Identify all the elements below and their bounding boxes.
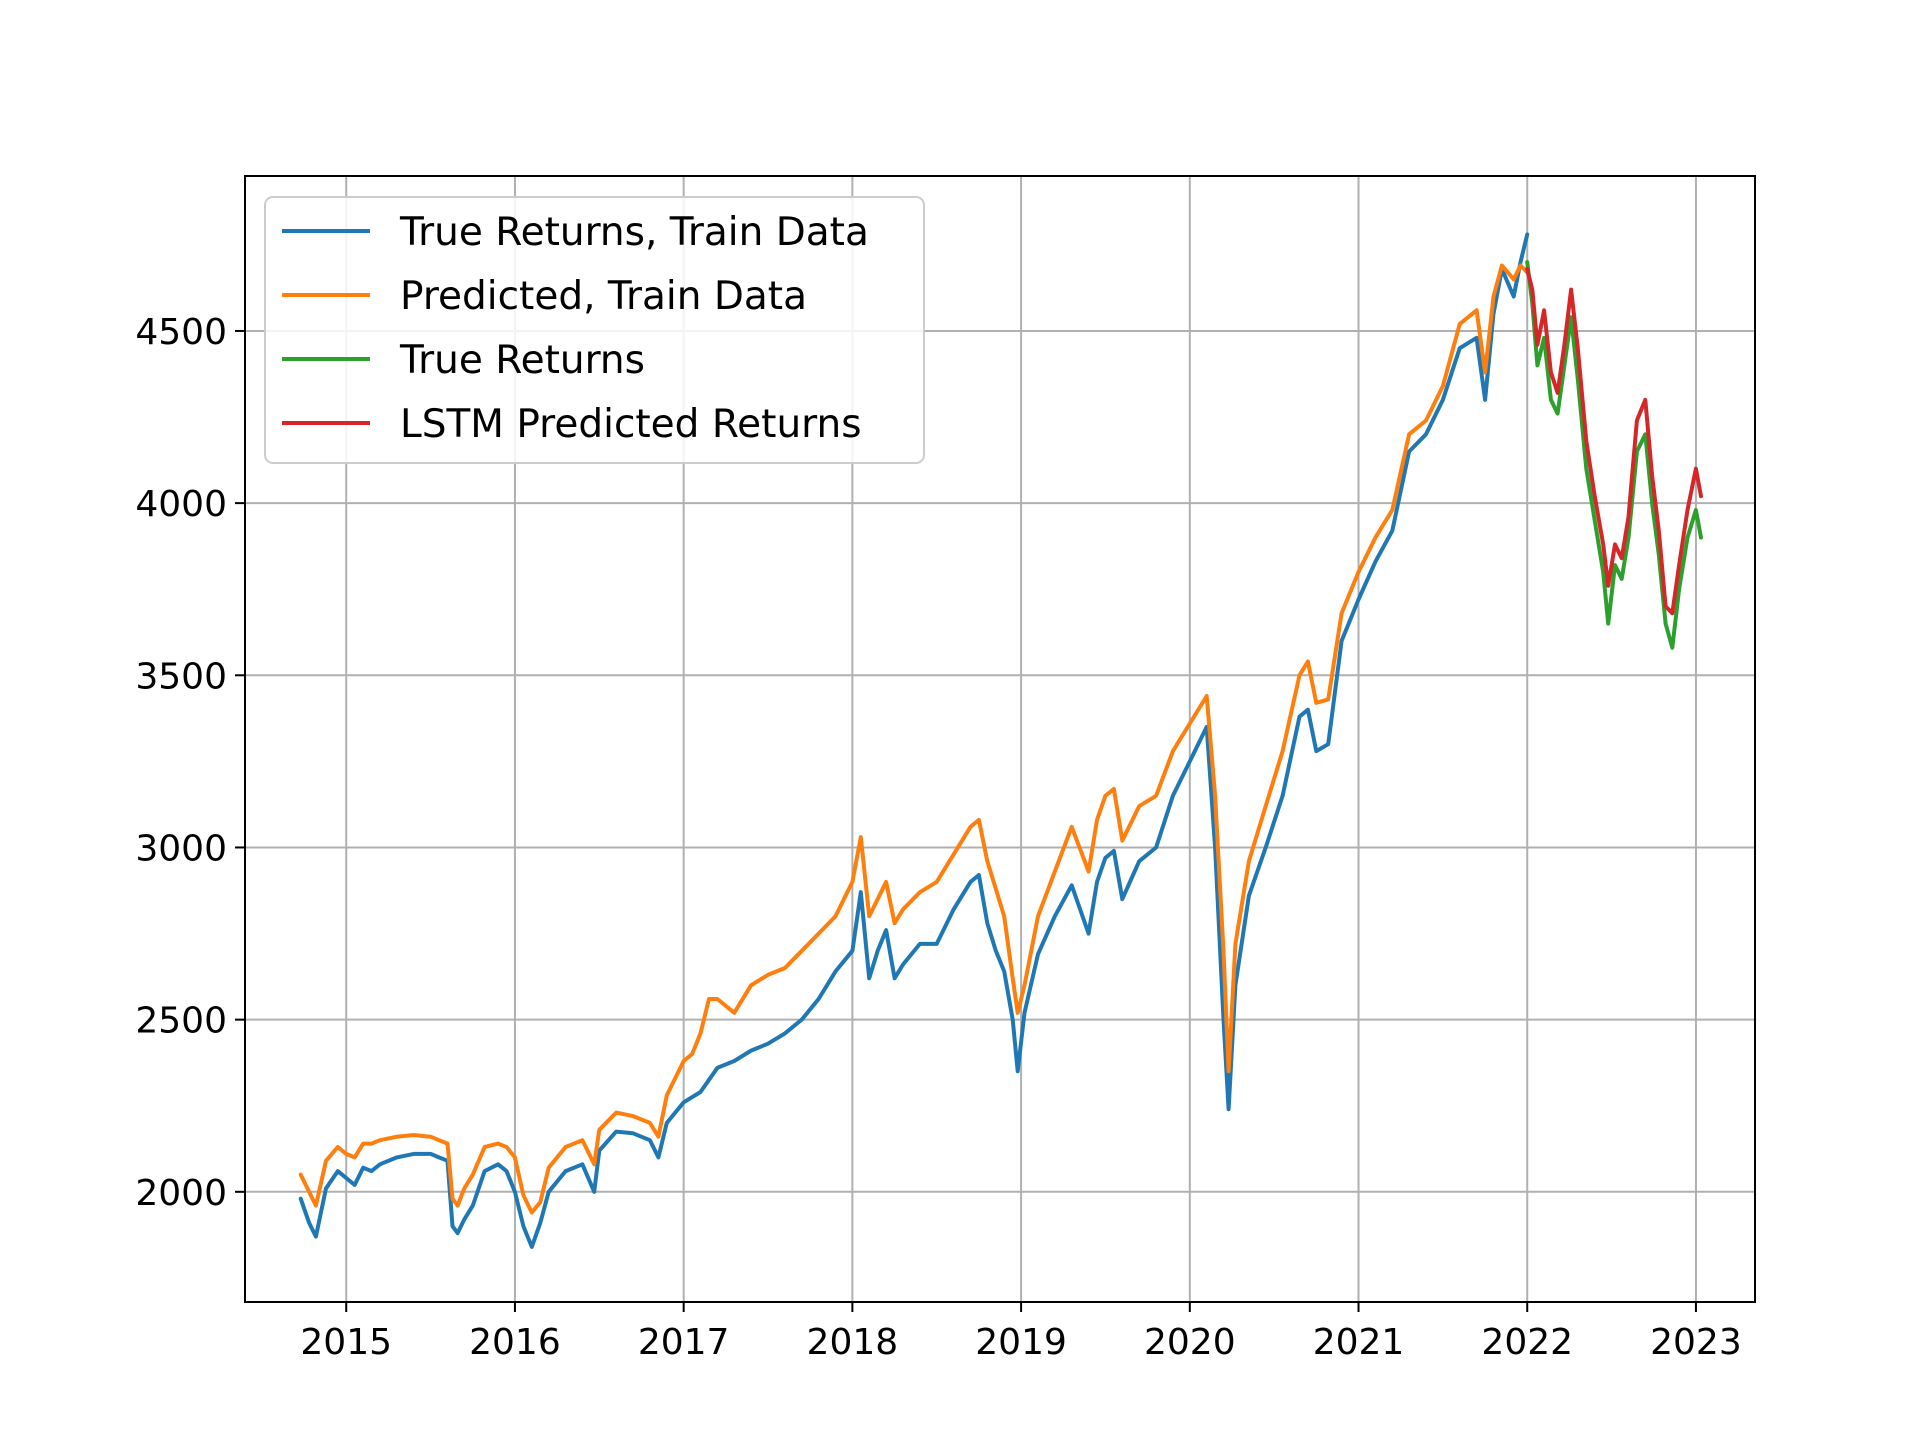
legend-box [264, 196, 925, 464]
series-line-0 [298, 232, 1530, 1249]
series-line-3 [1525, 267, 1703, 616]
y-tick-label: 3500 [135, 656, 227, 697]
x-tick-label: 2023 [1650, 1322, 1742, 1363]
x-tick-label: 2015 [300, 1322, 392, 1363]
plot-frame [244, 175, 1756, 1303]
legend-label-true-returns: True Returns [399, 338, 645, 383]
series-layer [298, 232, 1703, 1249]
x-tick-label: 2016 [469, 1322, 561, 1363]
x-tick-label: 2020 [1144, 1322, 1236, 1363]
y-tick-label: 4000 [135, 484, 227, 525]
legend: True Returns, Train Data Predicted, Trai… [264, 196, 925, 464]
x-tick-label: 2018 [807, 1322, 899, 1363]
x-tick-label: 2022 [1481, 1322, 1573, 1363]
y-tick-label: 3000 [135, 828, 227, 869]
legend-label-lstm-predicted: LSTM Predicted Returns [400, 402, 862, 447]
x-tick-label: 2021 [1313, 1322, 1405, 1363]
series-line-2 [1525, 260, 1703, 650]
x-tick-label: 2017 [638, 1322, 730, 1363]
x-tick-label: 2019 [975, 1322, 1067, 1363]
legend-label-true-train: True Returns, Train Data [399, 210, 869, 255]
x-axis: 2015 2016 2017 2018 2019 2020 2021 2022 2023 [300, 1302, 1742, 1363]
y-tick-label: 4500 [135, 312, 227, 353]
y-tick-label: 2000 [135, 1173, 227, 1214]
series-line-1 [298, 263, 1530, 1215]
y-axis: 2000 2500 3000 3500 4000 4500 [135, 312, 245, 1214]
legend-label-predicted-train: Predicted, Train Data [400, 274, 807, 319]
y-tick-label: 2500 [135, 1001, 227, 1042]
